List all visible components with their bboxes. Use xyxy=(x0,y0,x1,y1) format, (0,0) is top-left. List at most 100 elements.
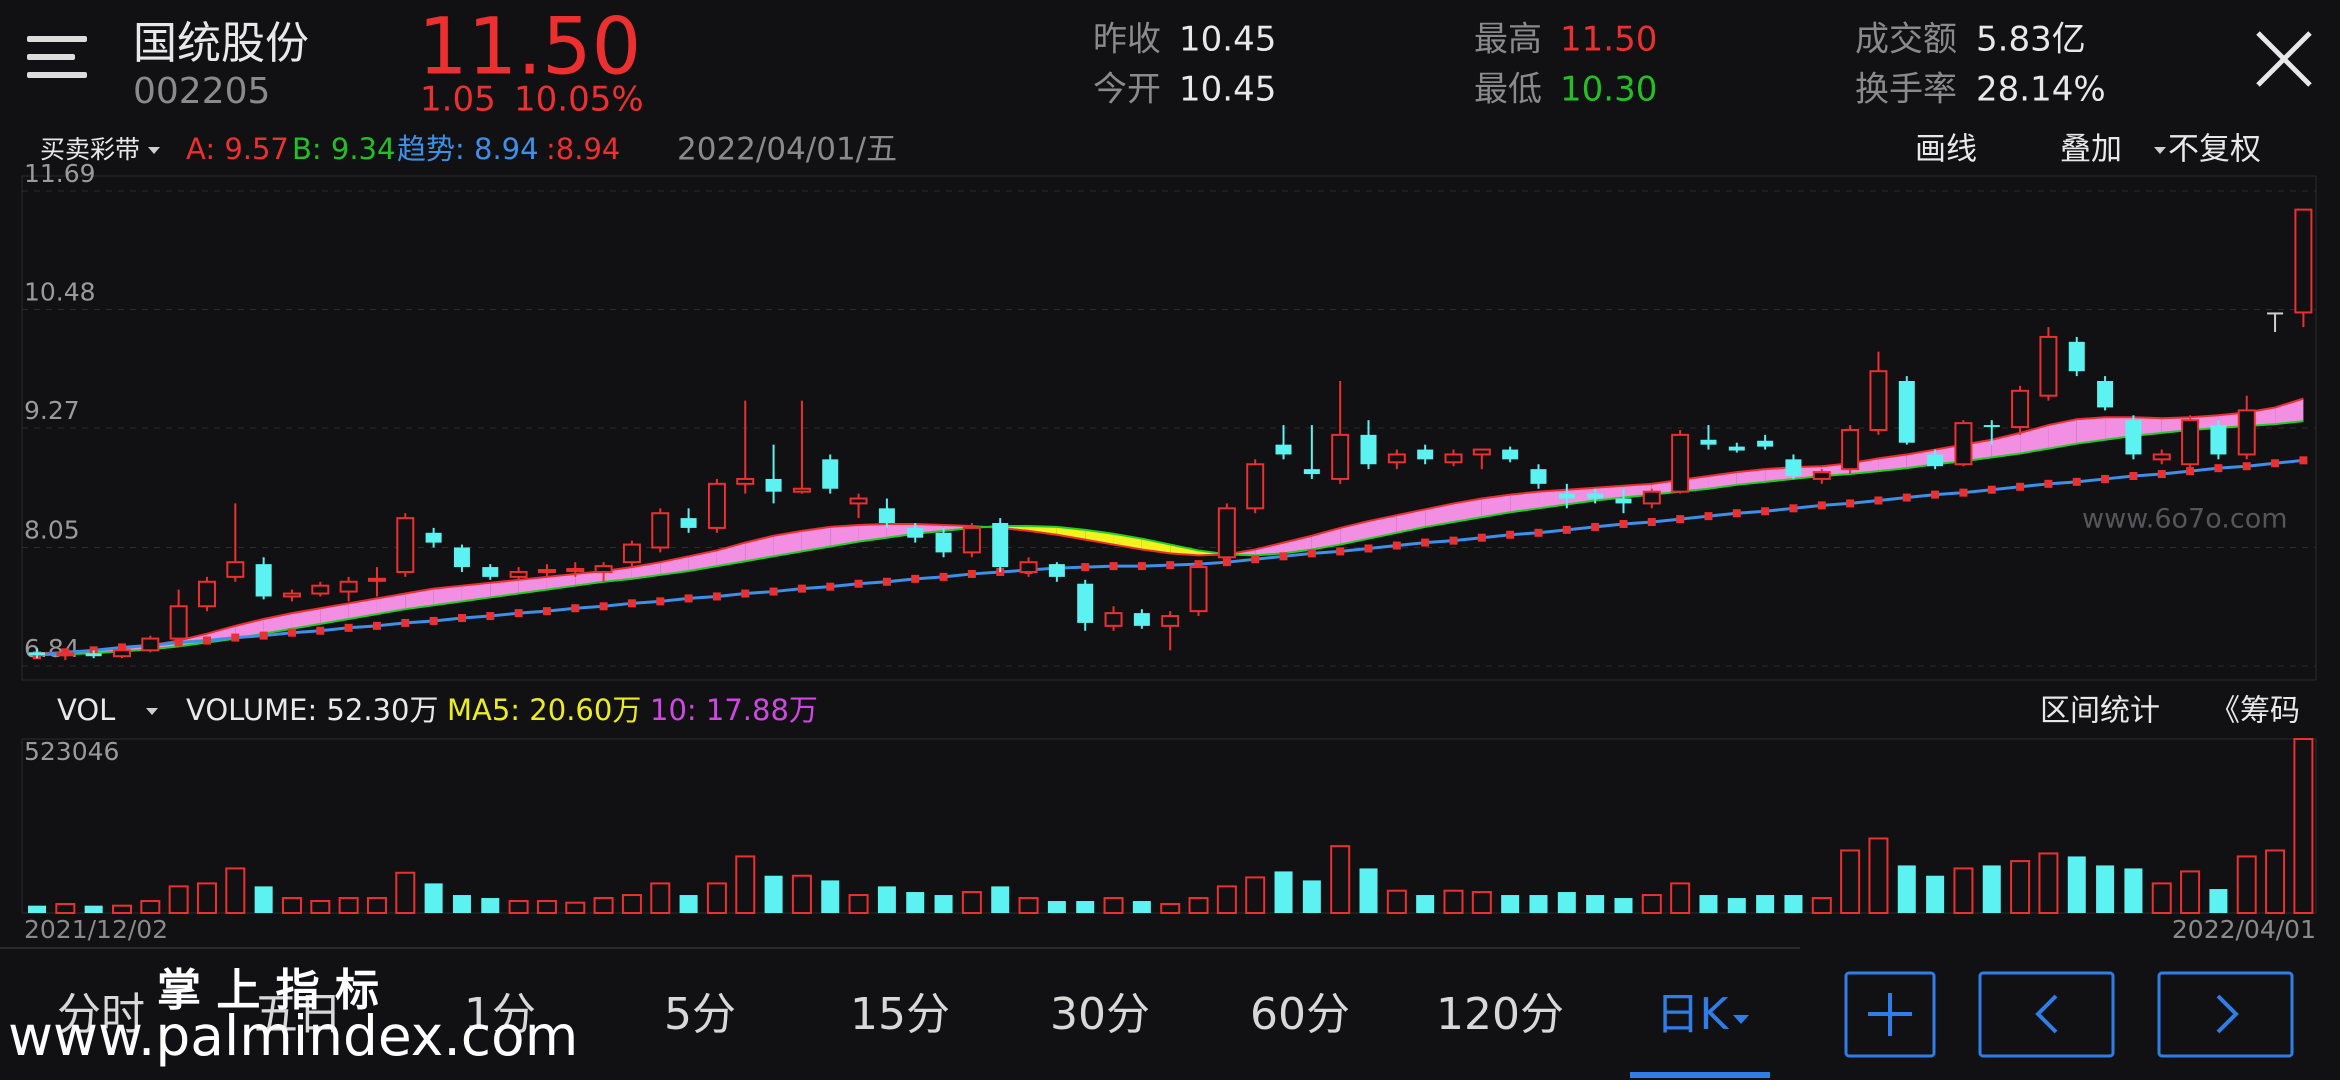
trend-dot xyxy=(797,584,806,593)
candle-body xyxy=(112,649,131,658)
candle-body xyxy=(169,605,188,640)
close-button[interactable] xyxy=(2256,31,2312,87)
tab[interactable]: 1分 xyxy=(464,989,536,1040)
ribbon xyxy=(320,603,349,624)
volume-bar xyxy=(991,886,1010,913)
menu-icon[interactable] xyxy=(27,36,87,78)
trend-dot xyxy=(2271,459,2280,468)
volume-label[interactable]: VOL xyxy=(57,693,115,727)
tab[interactable]: 五日 xyxy=(254,989,342,1040)
tool[interactable]: 《筹码 xyxy=(2210,694,2300,729)
volume-bar xyxy=(1076,901,1095,913)
candle-body xyxy=(1927,454,1944,467)
candle-body xyxy=(1077,583,1094,623)
tool[interactable]: 不复权 xyxy=(2168,132,2261,168)
candle-body xyxy=(1444,453,1463,464)
ribbon xyxy=(745,535,774,562)
trend-dot xyxy=(457,614,466,623)
volume-bar xyxy=(1443,889,1464,914)
candle-body xyxy=(2152,453,2171,461)
ribbon xyxy=(376,593,406,615)
volume-bar xyxy=(338,897,359,914)
trend-dot xyxy=(967,569,976,578)
volume-bar xyxy=(2038,852,2059,914)
candle-body xyxy=(622,543,641,564)
trend-dot xyxy=(1732,509,1741,518)
indicator-extra: :8.94 xyxy=(546,132,620,166)
candle-body xyxy=(482,567,499,577)
tab[interactable]: 分时 xyxy=(57,989,145,1040)
volume-bar xyxy=(1302,880,1321,913)
ribbon xyxy=(2020,425,2049,454)
candle-body xyxy=(509,570,528,578)
zoom-button[interactable] xyxy=(1844,971,1936,1058)
volume-bar xyxy=(679,895,698,913)
trend-dot xyxy=(1874,496,1883,505)
volume-bar xyxy=(1926,875,1945,913)
ribbon xyxy=(1396,509,1426,533)
volume-bar xyxy=(1557,892,1576,913)
ribbon xyxy=(490,579,519,598)
candle-body xyxy=(396,517,415,573)
ribbon xyxy=(1878,454,1907,472)
volume-bar xyxy=(1784,895,1803,913)
ribbon xyxy=(405,588,434,610)
indicator-name[interactable]: 买卖彩带 xyxy=(40,135,140,164)
trend-dot xyxy=(2101,474,2110,483)
trend-dot xyxy=(429,616,438,625)
trend-dot xyxy=(571,604,580,613)
candle-body xyxy=(1954,422,1973,466)
candle-body xyxy=(1615,498,1632,504)
volume-bar xyxy=(1699,895,1718,913)
trend-dot xyxy=(1931,490,1940,499)
candle-body xyxy=(1642,490,1661,505)
tool[interactable]: 叠加 xyxy=(2060,132,2122,168)
indicator-b: B: 9.34 xyxy=(292,132,395,166)
stat-value: 11.50 xyxy=(1560,20,1657,60)
candle-body xyxy=(537,569,556,574)
trend-dot xyxy=(1392,541,1401,550)
candle-body xyxy=(594,565,613,573)
volume-bar xyxy=(1641,894,1662,915)
trend-dot xyxy=(2214,464,2223,473)
tab[interactable]: 15分 xyxy=(850,989,950,1040)
candle-body xyxy=(765,478,782,492)
volume-bar xyxy=(877,886,896,913)
stat-label: 今开 xyxy=(1093,70,1161,110)
volume-bar xyxy=(111,904,132,915)
trend-dot xyxy=(1506,530,1515,539)
prev-button[interactable] xyxy=(1978,971,2115,1058)
candle-body xyxy=(2011,389,2030,429)
candle-body xyxy=(2125,420,2142,455)
ribbon xyxy=(858,523,887,542)
trend-dot xyxy=(854,579,863,588)
candle-body xyxy=(2181,419,2200,466)
volume-bar xyxy=(961,891,982,914)
tool[interactable]: 画线 xyxy=(1915,132,1977,168)
candle-body xyxy=(2068,341,2085,372)
stat-label: 最高 xyxy=(1474,20,1542,60)
trend-dot xyxy=(1817,501,1826,510)
tab[interactable]: 120分 xyxy=(1436,989,1564,1040)
volume-bar xyxy=(1018,897,1039,914)
price: 11.50 xyxy=(418,2,641,92)
volume-bar xyxy=(2096,865,2115,913)
trend-dot xyxy=(202,636,211,645)
ribbon xyxy=(2076,417,2106,444)
tab[interactable]: 30分 xyxy=(1050,989,1150,1040)
stat-value: 5.83亿 xyxy=(1976,20,2086,60)
volume-bar xyxy=(1727,898,1746,913)
volume-bar xyxy=(1359,868,1378,913)
tab[interactable]: 日K xyxy=(1656,989,1730,1040)
candle-body xyxy=(1728,446,1745,451)
candle-body xyxy=(1387,453,1406,464)
tab[interactable]: 5分 xyxy=(664,989,736,1040)
trend-dot xyxy=(1307,549,1316,558)
price-chart: 11.69 10.48 9.27 8.05 6.84 xyxy=(22,159,2316,667)
next-button[interactable] xyxy=(2157,971,2294,1058)
tool[interactable]: 区间统计 xyxy=(2040,694,2160,729)
ribbon xyxy=(2275,398,2304,425)
candle-body xyxy=(255,564,272,597)
tab[interactable]: 60分 xyxy=(1250,989,1350,1040)
